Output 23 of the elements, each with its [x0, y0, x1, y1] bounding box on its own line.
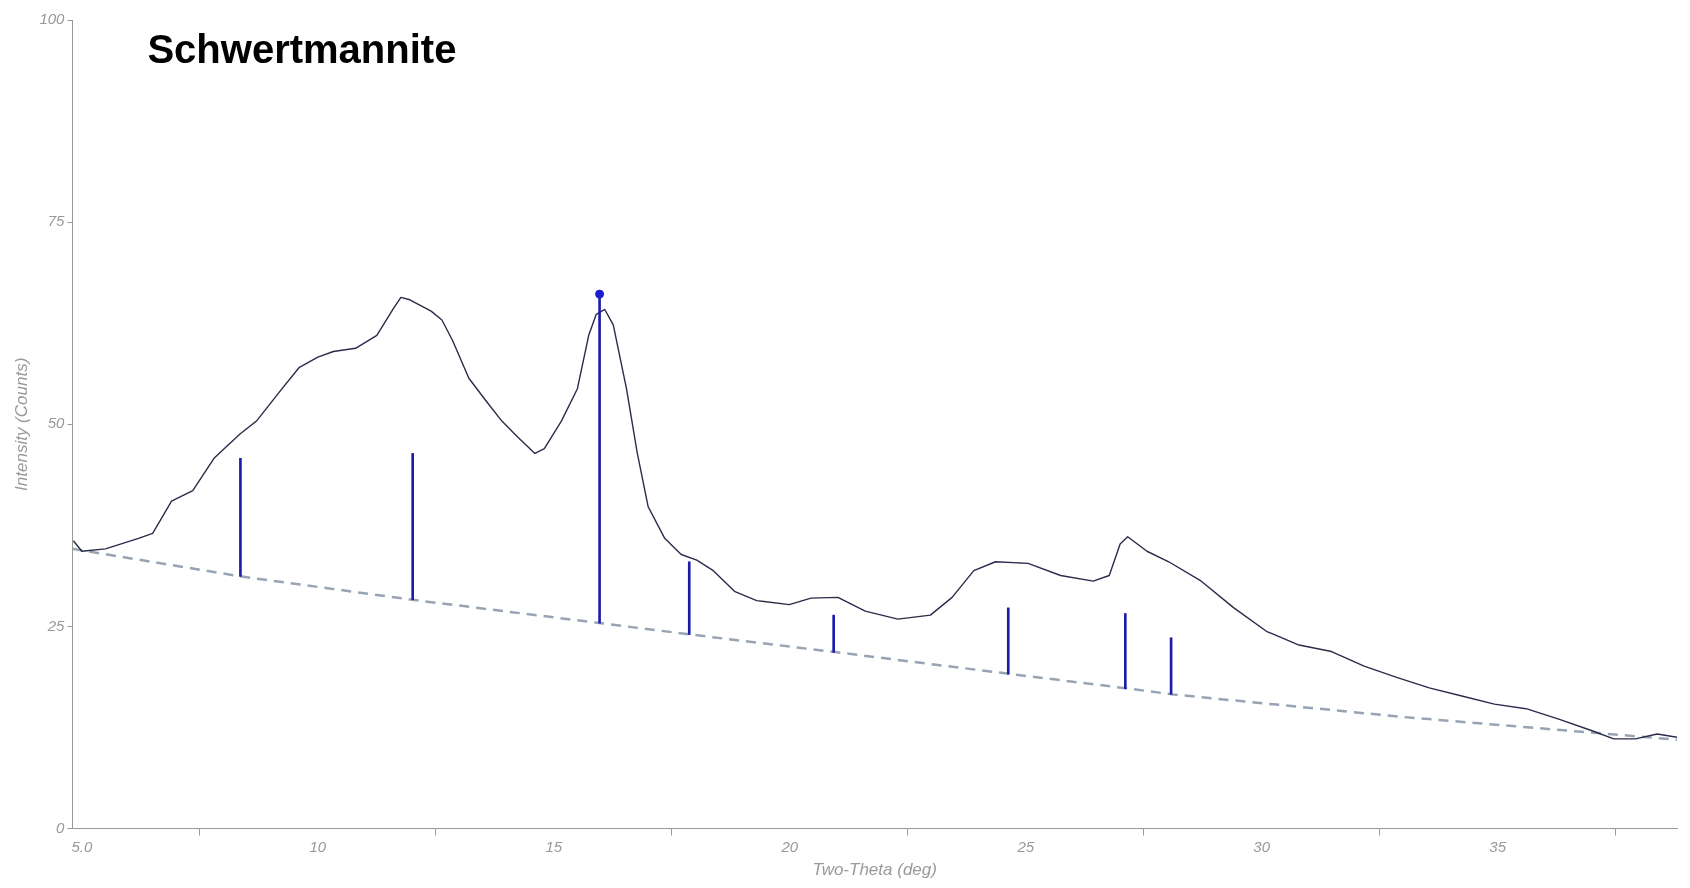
chart-title: Schwertmannite [147, 27, 457, 72]
line-series [72, 547, 1677, 741]
x-tick-label: 25 [1016, 837, 1035, 855]
bar [598, 297, 601, 624]
x-tick-label: 30 [1253, 837, 1271, 855]
x-tick-label: 15 [545, 837, 563, 855]
bar [239, 457, 242, 577]
y-tick-label: 25 [46, 616, 66, 634]
bar [687, 561, 691, 635]
bar [1123, 613, 1127, 690]
x-axis-title: Two-Theta (deg) [812, 859, 937, 879]
x-tick-label: 5.0 [71, 837, 93, 855]
y-tick-label: 50 [47, 414, 66, 432]
y-tick-label: 100 [39, 10, 66, 28]
bar [1006, 607, 1010, 675]
y-axis-title: Intensity (Counts) [11, 357, 31, 491]
bar [411, 453, 415, 601]
x-tick-label: 10 [309, 837, 327, 855]
y-tick-label: 75 [47, 212, 66, 230]
x-tick-label: 35 [1489, 837, 1507, 855]
bar [832, 614, 835, 653]
x-tick-label: 20 [780, 837, 799, 855]
y-tick-label: 0 [56, 818, 66, 836]
